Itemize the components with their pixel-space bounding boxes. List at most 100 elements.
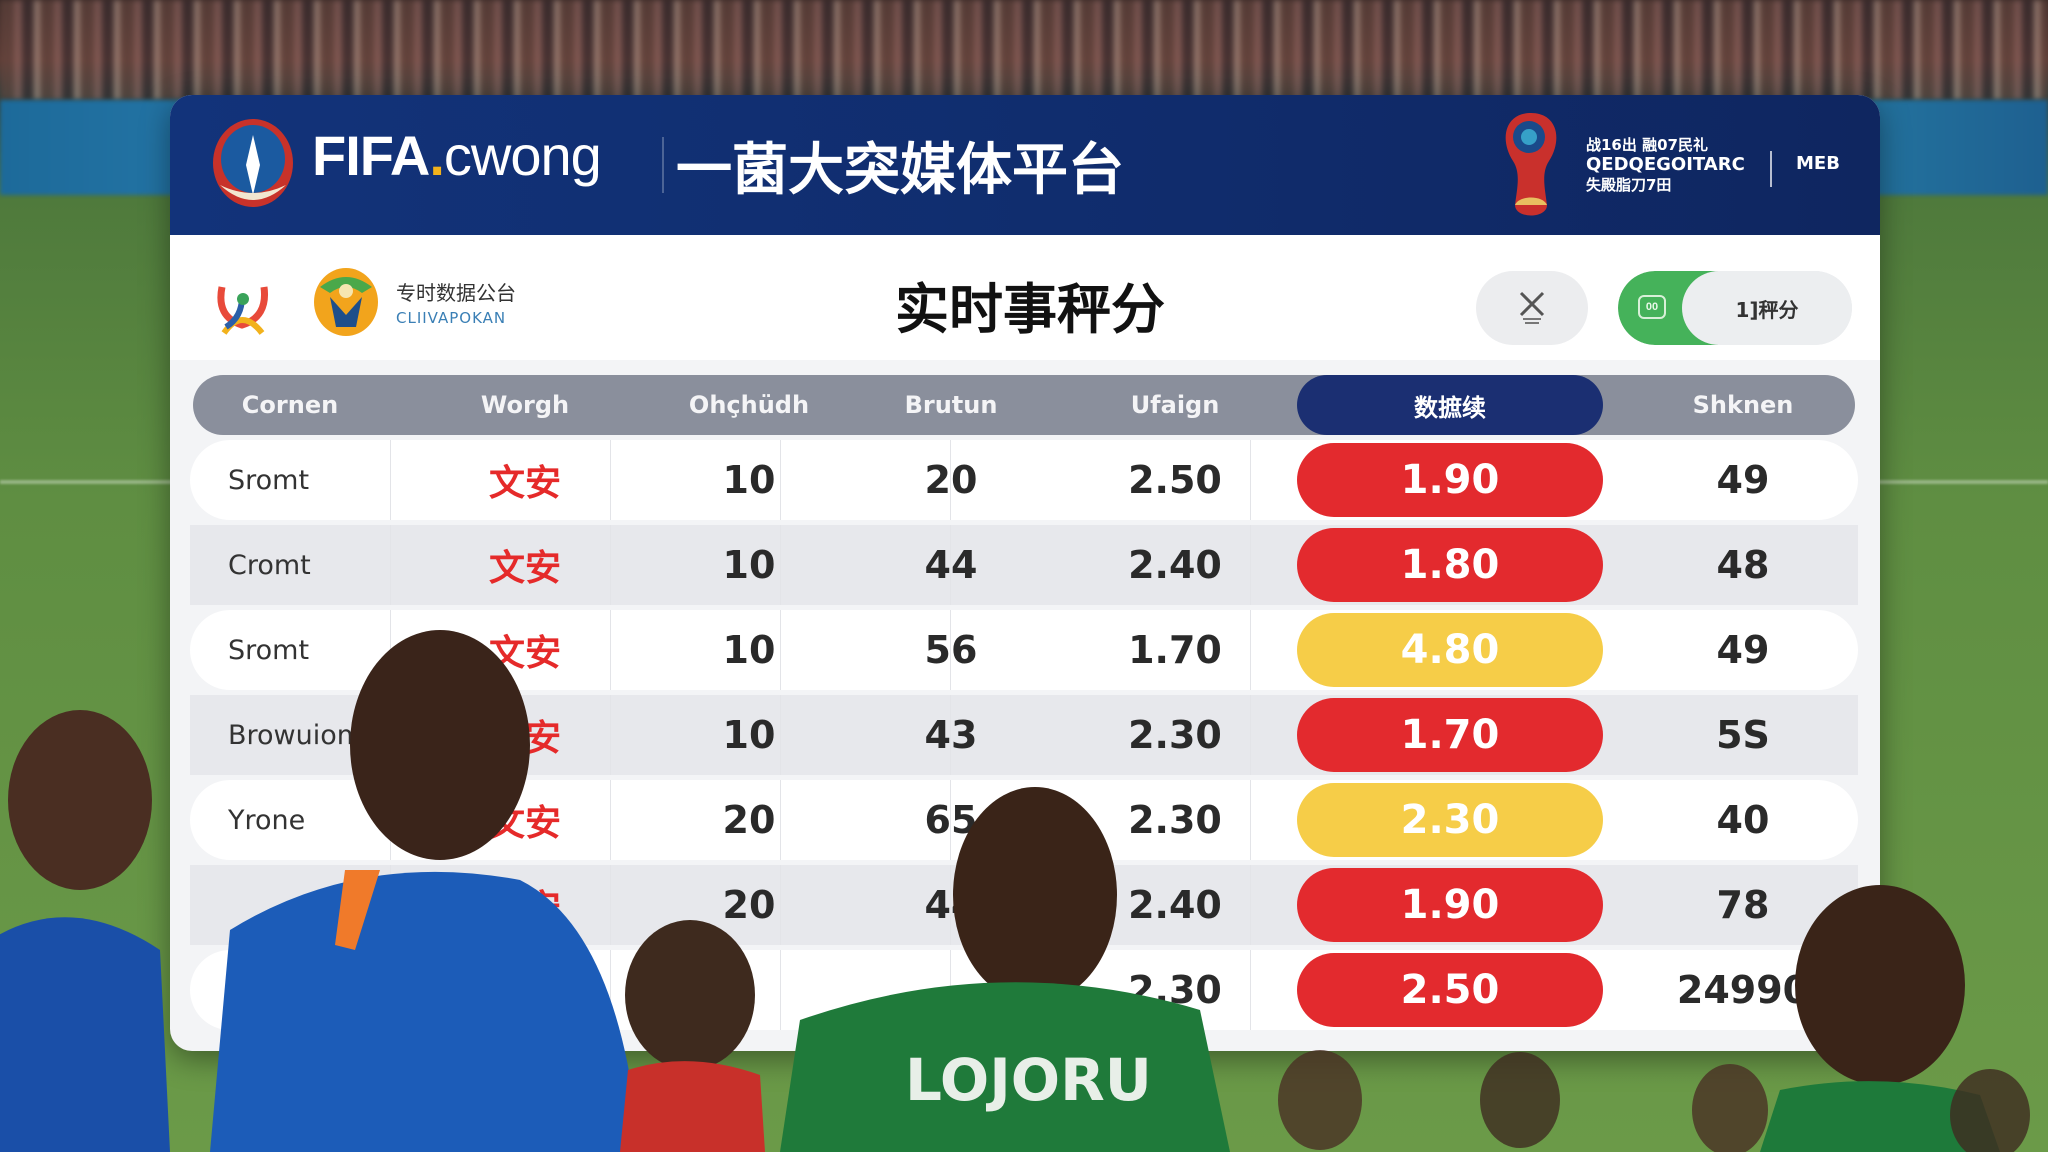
column-divider — [950, 780, 951, 860]
column-divider — [950, 610, 951, 690]
table-row[interactable]: Sromt 文安 10 20 2.50 1.90 49 — [190, 440, 1858, 520]
cell-name: Cromt — [228, 549, 311, 581]
column-header[interactable]: Ufaign — [1130, 391, 1220, 419]
column-divider — [390, 950, 391, 1030]
logo-caption-cn: 专时数据公台 — [396, 281, 516, 305]
table-row[interactable]: 2.30 2.50 24990 — [190, 950, 1858, 1030]
toggle-on-icon: 00 — [1638, 295, 1666, 319]
score-badge: 1.80 — [1297, 528, 1603, 602]
cell-cn: 文安 — [488, 463, 562, 504]
cell-c1: 20 — [722, 883, 776, 927]
world-cup-trophy-icon — [1505, 113, 1557, 216]
cell-name: Sromt — [228, 464, 310, 496]
cell-c3: 2.30 — [1128, 798, 1222, 842]
cell-c2: 44 — [924, 883, 978, 927]
column-divider — [1250, 950, 1251, 1030]
score-badge: 1.90 — [1297, 868, 1603, 942]
spectator-left — [0, 710, 170, 1152]
logo-caption-en: CLIIVAPOKAN — [396, 309, 507, 327]
cell-c3: 1.70 — [1128, 628, 1222, 672]
cell-cn: 文安 — [488, 803, 562, 844]
column-header[interactable]: Worgh — [480, 391, 570, 419]
scoreboard-panel: FIFA.cwong 一菌大突媒体平台 战16出 融07民礼 QEDQEGOIT… — [170, 95, 1880, 1051]
background-crowd-bottom — [1278, 1050, 2030, 1152]
score-badge: 4.80 — [1297, 613, 1603, 687]
platform-title: 一菌大突媒体平台 — [676, 138, 1124, 203]
column-divider — [390, 865, 391, 945]
app-logo-icon[interactable] — [212, 277, 274, 339]
column-header[interactable]: Shknen — [1692, 391, 1794, 419]
top-banner: FIFA.cwong 一菌大突媒体平台 战16出 融07民礼 QEDQEGOIT… — [170, 95, 1880, 235]
column-divider — [390, 440, 391, 520]
cell-name: Browuiom: — [228, 719, 373, 751]
cell-c3: 2.40 — [1128, 883, 1222, 927]
data-platform-logo-icon — [314, 268, 378, 336]
cell-c1: 10 — [722, 458, 776, 502]
world-cup-caption: 战16出 融07民礼 QEDQEGOITARC 失殿脂刀7田 — [1586, 136, 1745, 194]
cell-c2: 56 — [924, 628, 978, 672]
column-divider — [610, 440, 611, 520]
column-divider — [610, 610, 611, 690]
cell-last: 78 — [1716, 883, 1770, 927]
score-badge: 2.50 — [1297, 953, 1603, 1027]
score-badge: 1.70 — [1297, 698, 1603, 772]
column-header[interactable]: Cornen — [241, 391, 339, 419]
cell-last: 5S — [1716, 713, 1770, 757]
column-divider — [780, 780, 781, 860]
column-divider — [1250, 780, 1251, 860]
column-divider — [780, 610, 781, 690]
column-divider — [950, 440, 951, 520]
column-divider — [1250, 610, 1251, 690]
column-divider — [610, 950, 611, 1030]
column-divider — [1250, 865, 1251, 945]
cell-cn: 文安 — [488, 718, 562, 759]
column-header[interactable]: 数摭续 — [1297, 375, 1603, 435]
stadium-crowd-background — [0, 0, 2048, 100]
settings-button[interactable] — [1476, 271, 1588, 345]
column-header[interactable]: Brutun — [904, 391, 998, 419]
cell-c1: 10 — [722, 713, 776, 757]
column-divider — [780, 525, 781, 605]
column-divider — [610, 695, 611, 775]
column-header[interactable]: Ohçhüdh — [688, 391, 810, 419]
crossed-tools-icon — [1519, 291, 1545, 324]
column-divider — [950, 525, 951, 605]
cell-c2: 65 — [924, 798, 978, 842]
column-divider — [390, 610, 391, 690]
cell-last: 24990 — [1676, 968, 1810, 1012]
score-badge: 1.90 — [1297, 443, 1603, 517]
column-divider — [780, 950, 781, 1030]
table-row[interactable]: Browuiom: 文安 10 43 2.30 1.70 5S — [190, 695, 1858, 775]
score-badge: 2.30 — [1297, 783, 1603, 857]
cell-name: Yrone — [228, 804, 306, 836]
divider — [662, 137, 664, 193]
column-divider — [390, 695, 391, 775]
cell-c3: 2.30 — [1128, 713, 1222, 757]
column-divider — [1250, 695, 1251, 775]
column-divider — [780, 865, 781, 945]
cell-last: 49 — [1716, 628, 1770, 672]
divider — [1770, 151, 1772, 187]
column-divider — [950, 695, 951, 775]
cell-c2: 44 — [924, 543, 978, 587]
cell-c2: 43 — [924, 713, 978, 757]
table-row[interactable]: Yrone 文安 20 65 2.30 2.30 40 — [190, 780, 1858, 860]
table-header: Cornen Worgh Ohçhüdh Brutun Ufaign 数摭续 Shknen — [193, 375, 1855, 435]
table-row[interactable]: 文安 20 44 2.40 1.90 78 — [190, 865, 1858, 945]
table-row[interactable]: Cromt 文安 10 44 2.40 1.80 48 — [190, 525, 1858, 605]
column-divider — [610, 865, 611, 945]
fifa-emblem-icon — [213, 119, 293, 207]
column-divider — [950, 865, 951, 945]
cell-name: Sromt — [228, 634, 310, 666]
jersey-text: LOJORU — [905, 1046, 1152, 1114]
cell-c3: 2.50 — [1128, 458, 1222, 502]
table-row[interactable]: Sromt 文安 10 56 1.70 4.80 49 — [190, 610, 1858, 690]
column-divider — [780, 695, 781, 775]
column-divider — [610, 780, 611, 860]
score-toggle[interactable]: 00 1]秤分 — [1618, 271, 1852, 345]
cell-cn: 文安 — [488, 548, 562, 589]
header-right-label: MEB — [1796, 153, 1840, 174]
cell-c1: 20 — [722, 798, 776, 842]
cell-last: 48 — [1716, 543, 1770, 587]
column-divider — [390, 780, 391, 860]
